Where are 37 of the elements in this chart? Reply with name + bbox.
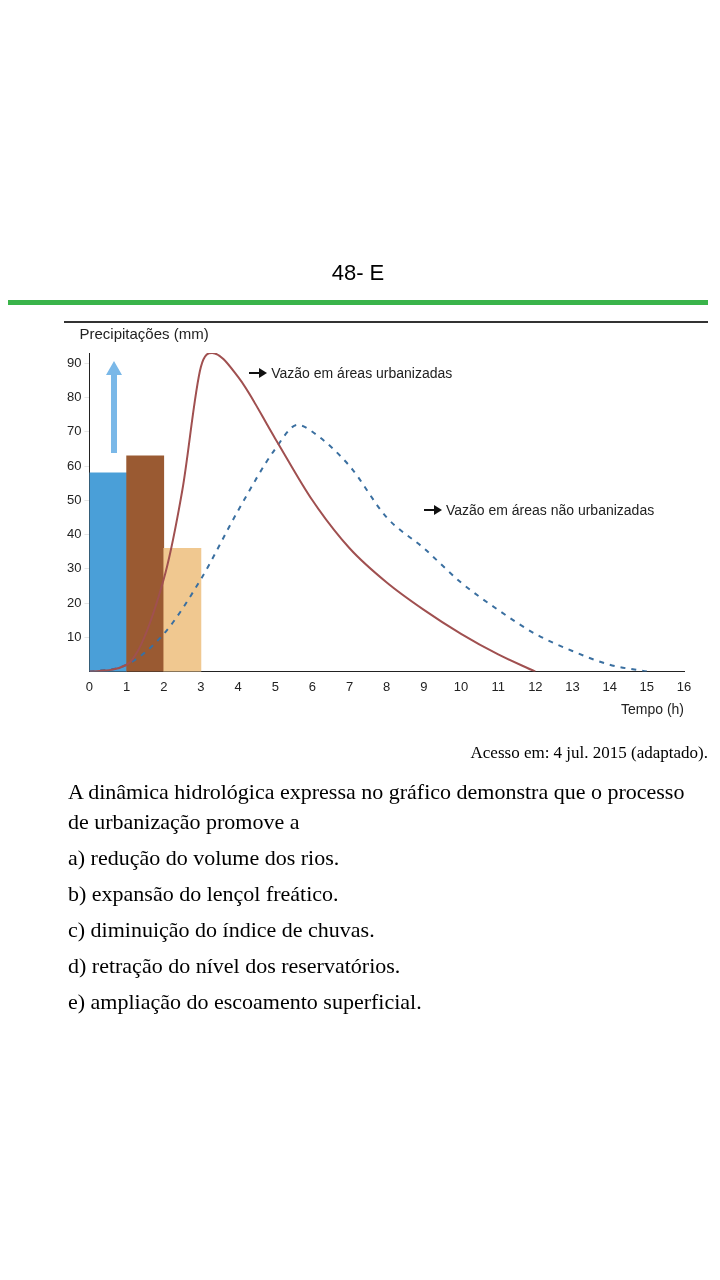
x-tick-label: 10 <box>453 678 469 694</box>
y-tick-label: 10 <box>66 628 82 644</box>
x-tick-label: 15 <box>639 678 655 694</box>
chart-title: 48- E <box>330 259 386 287</box>
x-tick-label: 1 <box>123 678 131 694</box>
text: d) retração do nível dos reservatórios. <box>68 952 402 980</box>
text: Acesso em: 4 jul. 2015 (adaptado). <box>469 743 708 763</box>
text: c) diminuição do índice de chuvas. <box>68 916 376 944</box>
x-tick-label: 14 <box>602 678 617 694</box>
x-tick-label: 13 <box>565 678 580 694</box>
x-tick-label: 8 <box>383 678 391 694</box>
y-tick-label: 20 <box>66 594 82 610</box>
y-tick-label: 70 <box>66 423 82 439</box>
text: a) redução do volume dos rios. <box>68 844 341 872</box>
series-label: Vazão em áreas urbanizadas <box>271 364 453 381</box>
y-tick-label: 50 <box>66 491 82 507</box>
x-axis-title: Tempo (h) <box>620 701 684 718</box>
y-tick-label: 40 <box>66 526 82 542</box>
x-tick-label: 0 <box>85 678 94 694</box>
x-tick-label: 6 <box>308 678 317 694</box>
x-tick-label: 3 <box>197 678 205 694</box>
x-tick-label: 7 <box>345 678 354 694</box>
x-tick-label: 11 <box>491 678 505 694</box>
text: e) ampliação do escoamento superficial. <box>68 988 423 1016</box>
x-tick-label: 16 <box>676 678 692 694</box>
x-tick-label: 9 <box>420 678 428 694</box>
x-tick-label: 5 <box>271 678 279 694</box>
y-tick-label: 30 <box>66 560 82 576</box>
text: Vazão em áreas não urbanizadas <box>445 501 655 518</box>
y-tick-label: 60 <box>66 457 82 473</box>
y-tick-label: 90 <box>66 354 82 370</box>
text: b) expansão do lençol freático. <box>68 880 340 908</box>
x-tick-label: 4 <box>234 678 242 694</box>
y-axis-title: Precipitações (mm) <box>79 325 209 342</box>
x-tick-label: 2 <box>160 678 168 694</box>
y-tick-label: 80 <box>66 389 82 405</box>
x-tick-label: 12 <box>528 678 543 694</box>
